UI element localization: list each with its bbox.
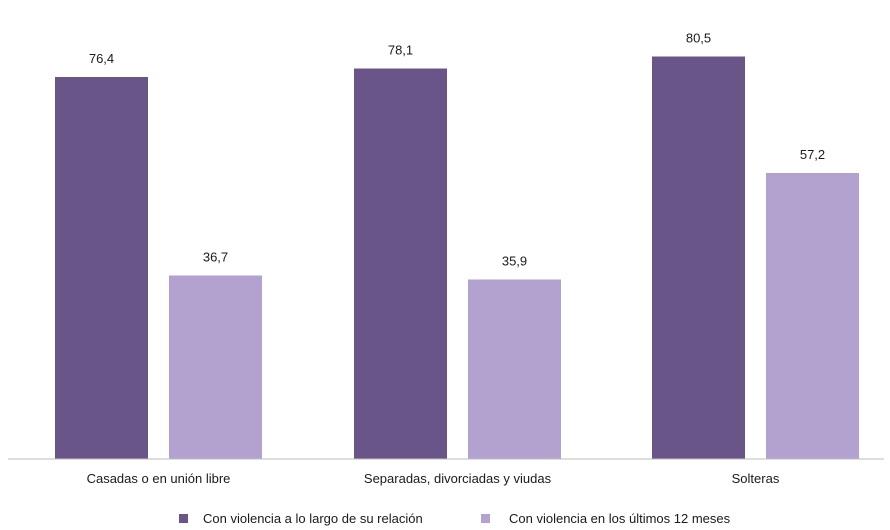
bar-s1-c3	[652, 56, 745, 459]
legend-label-series-2: Con violencia en los últimos 12 meses	[509, 511, 731, 526]
data-label-s2-c3: 57,2	[800, 147, 825, 162]
legend-swatch-series-2	[481, 514, 490, 523]
value-labels-group: 76,4 36,7 78,1 35,9 80,5 57,2	[89, 31, 825, 269]
legend: Con violencia a lo largo de su relación …	[179, 511, 731, 526]
data-label-s2-c1: 36,7	[203, 250, 228, 265]
data-label-s1-c1: 76,4	[89, 51, 114, 66]
bar-s2-c3	[766, 173, 859, 459]
category-labels-group: Casadas o en unión libre Separadas, divor…	[87, 471, 780, 486]
data-label-s1-c3: 80,5	[686, 31, 711, 46]
bars-group	[55, 56, 859, 459]
data-label-s2-c2: 35,9	[502, 254, 527, 269]
legend-swatch-series-1	[179, 514, 188, 523]
category-label-2: Separadas, divorciadas y viudas	[364, 471, 552, 486]
legend-label-series-1: Con violencia a lo largo de su relación	[203, 511, 423, 526]
bar-s1-c2	[354, 68, 447, 459]
data-label-s1-c2: 78,1	[388, 43, 413, 58]
bar-s2-c1	[169, 275, 262, 459]
bar-s2-c2	[468, 279, 561, 459]
category-label-3: Solteras	[732, 471, 780, 486]
category-label-1: Casadas o en unión libre	[87, 471, 231, 486]
bar-s1-c1	[55, 77, 148, 459]
